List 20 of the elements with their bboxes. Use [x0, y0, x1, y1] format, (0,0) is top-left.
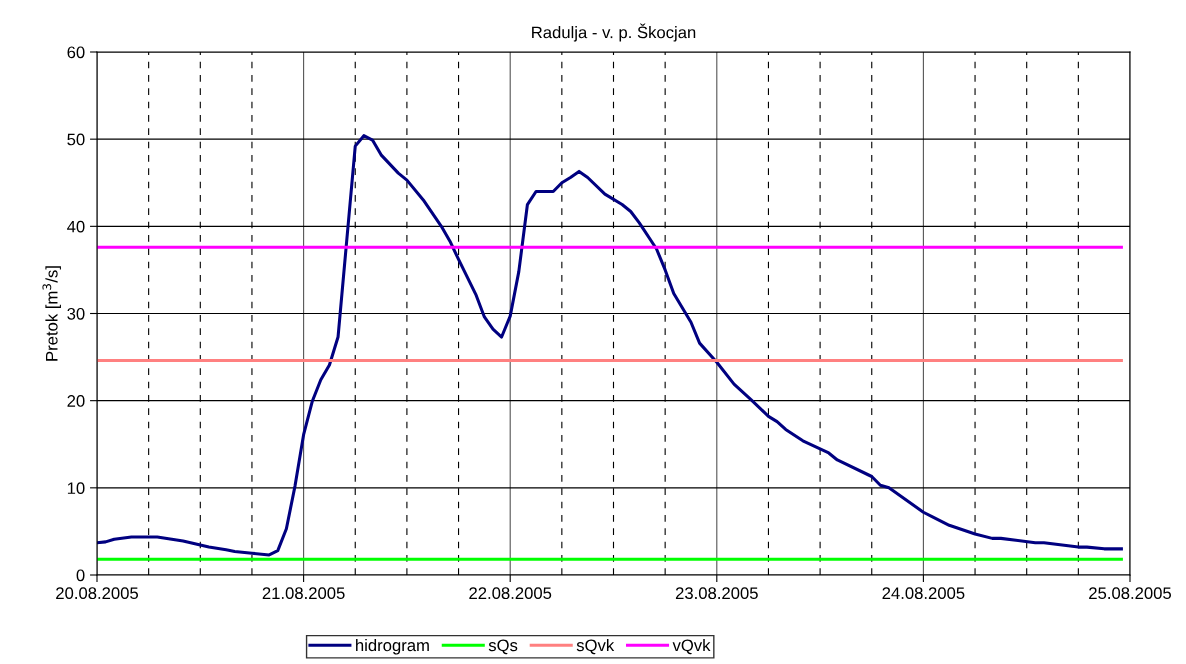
y-tick-label: 10 — [67, 482, 85, 495]
y-axis-title: Pretok [m$^{3}$/s] — [42, 266, 61, 361]
y-tick-label: 30 — [67, 307, 85, 320]
x-tick-label: 22.08.2005 — [469, 587, 552, 600]
x-tick-label: 21.08.2005 — [262, 587, 345, 600]
y-tick-label: 40 — [67, 220, 85, 233]
legend-label: sQs — [488, 639, 518, 655]
line-series — [97, 134, 1123, 557]
chart-title: Radulja - v. p. Škocjan — [532, 23, 696, 42]
x-tick-label: 23.08.2005 — [675, 587, 758, 600]
x-tick-label: 25.08.2005 — [1089, 587, 1172, 600]
y-tick-label: 50 — [67, 133, 85, 146]
y-tick-label: 0 — [76, 569, 85, 582]
x-tick-label: 20.08.2005 — [56, 587, 139, 600]
y-tick-label: 20 — [67, 395, 85, 407]
legend-label: hidrogram — [356, 638, 429, 655]
legend-label: sQvk — [576, 638, 615, 655]
y-tick-label: 60 — [67, 46, 85, 59]
legend-label: vQvk — [672, 638, 711, 655]
x-tick-label: 24.08.2005 — [882, 587, 965, 600]
